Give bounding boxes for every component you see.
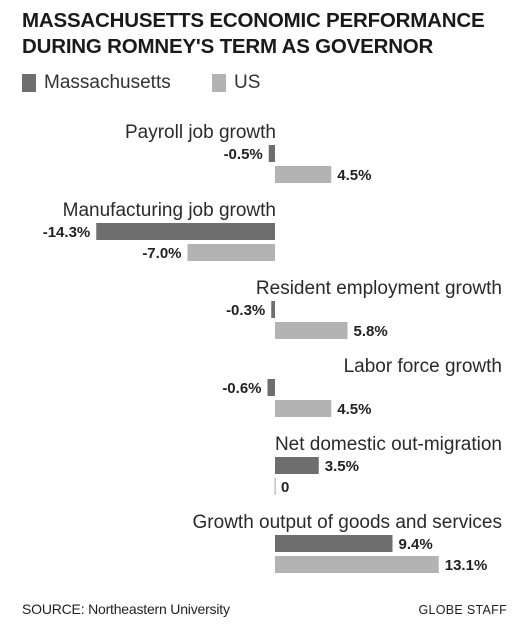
category-label-net-domestic-out-migration: Net domestic out-migration (275, 434, 502, 455)
bar-massachusetts-net-domestic-out-migration (275, 457, 319, 474)
bar-us-resident-employment-growth (275, 322, 348, 339)
bar-us-net-domestic-out-migration (274, 478, 276, 495)
legend-swatch-massachusetts (22, 74, 36, 92)
category-label-payroll-job-growth: Payroll job growth (125, 122, 276, 143)
value-label-us-net-domestic-out-migration: 0 (281, 479, 289, 496)
source-note: SOURCE: Northeastern University (22, 601, 230, 617)
value-label-massachusetts-labor-force-growth: -0.6% (222, 380, 261, 397)
category-label-manufacturing-job-growth: Manufacturing job growth (63, 200, 276, 221)
bar-massachusetts-resident-employment-growth (271, 301, 275, 318)
bar-massachusetts-manufacturing-job-growth (96, 223, 275, 240)
value-label-massachusetts-net-domestic-out-migration: 3.5% (325, 458, 359, 475)
bar-us-manufacturing-job-growth (187, 244, 275, 261)
value-label-us-labor-force-growth: 4.5% (337, 401, 371, 418)
chart-title: MASSACHUSETTS ECONOMIC PERFORMANCE DURIN… (22, 8, 512, 60)
value-label-massachusetts-payroll-job-growth: -0.5% (224, 146, 263, 163)
chart-title-line-2: DURING ROMNEY'S TERM AS GOVERNOR (22, 35, 434, 58)
bar-us-labor-force-growth (275, 400, 332, 417)
credit-note: GLOBE STAFF (418, 603, 507, 617)
chart-title-line-1: MASSACHUSETTS ECONOMIC PERFORMANCE (22, 9, 485, 32)
legend-swatch-us (212, 74, 226, 92)
legend-label-massachusetts: Massachusetts (44, 72, 171, 93)
category-label-resident-employment-growth: Resident employment growth (256, 278, 502, 299)
value-label-massachusetts-manufacturing-job-growth: -14.3% (43, 224, 91, 241)
value-label-us-growth-output-of-goods-and-services: 13.1% (445, 557, 488, 574)
legend-label-us: US (234, 72, 261, 93)
bar-massachusetts-payroll-job-growth (268, 145, 275, 162)
bar-massachusetts-labor-force-growth (267, 379, 275, 396)
value-label-massachusetts-resident-employment-growth: -0.3% (226, 302, 265, 319)
bar-us-payroll-job-growth (275, 166, 332, 183)
bar-massachusetts-growth-output-of-goods-and-services (275, 535, 393, 552)
value-label-us-payroll-job-growth: 4.5% (337, 167, 371, 184)
value-label-us-manufacturing-job-growth: -7.0% (142, 245, 181, 262)
value-label-us-resident-employment-growth: 5.8% (354, 323, 388, 340)
value-label-massachusetts-growth-output-of-goods-and-services: 9.4% (399, 536, 433, 553)
category-label-labor-force-growth: Labor force growth (344, 356, 502, 377)
bar-us-growth-output-of-goods-and-services (275, 556, 439, 573)
category-label-growth-output-of-goods-and-services: Growth output of goods and services (193, 512, 502, 533)
